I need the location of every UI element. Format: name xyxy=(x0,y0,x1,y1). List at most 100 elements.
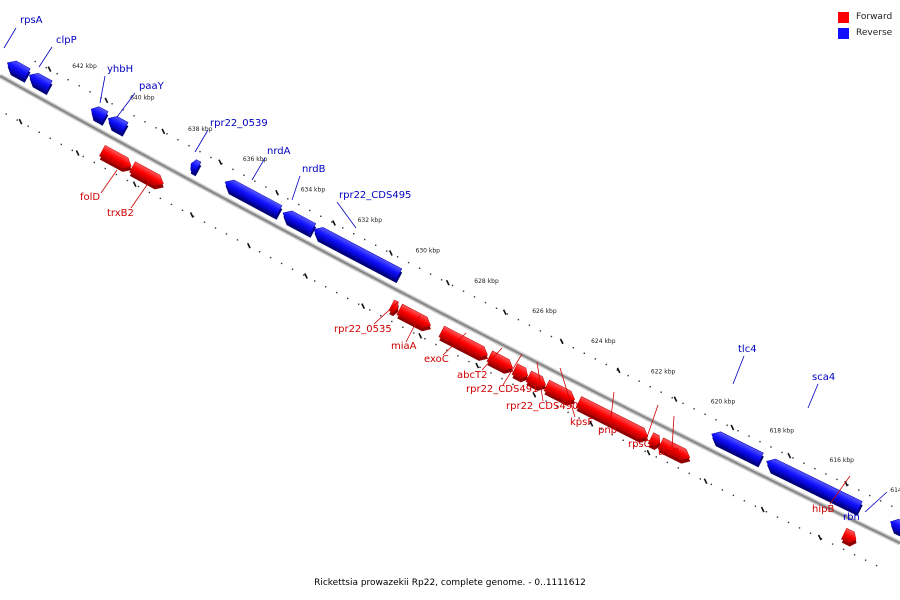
gene-label-miaA[interactable]: miaA xyxy=(391,341,417,352)
track-dot-lower xyxy=(798,527,801,529)
gene-pnp[interactable] xyxy=(575,396,653,446)
track-dot-upper xyxy=(737,430,739,432)
track-dot-upper xyxy=(517,318,520,321)
gene-label-truB[interactable]: truB xyxy=(658,447,679,458)
track-dot-lower xyxy=(49,137,51,139)
gene-label-hipB[interactable]: hipB xyxy=(812,504,834,515)
gene-arrow[interactable] xyxy=(99,144,134,171)
gene-arrow[interactable] xyxy=(280,208,317,235)
gene-abcT2[interactable] xyxy=(486,350,518,377)
major-tick-upper xyxy=(104,97,109,104)
major-tick-upper xyxy=(445,279,450,286)
track-dot-upper xyxy=(342,227,344,229)
gene-arrow[interactable] xyxy=(525,370,548,390)
gene-arrow[interactable] xyxy=(188,158,202,174)
gene-arrow[interactable] xyxy=(311,224,403,280)
track-dot-lower xyxy=(214,227,217,229)
gene-arrow[interactable] xyxy=(657,437,692,463)
gene-arrow[interactable] xyxy=(486,350,515,374)
legend-item-forward: Forward xyxy=(838,9,892,25)
leader-line-rpr22_0539 xyxy=(194,129,209,153)
track-dot-lower xyxy=(314,280,316,282)
gene-arrow[interactable] xyxy=(841,527,858,545)
backbone-shadow xyxy=(0,73,900,546)
gene-arrow[interactable] xyxy=(222,177,283,217)
gene-label-sca4[interactable]: sca4 xyxy=(812,372,835,383)
gene-yhbH[interactable] xyxy=(87,104,110,126)
gene-arrow[interactable] xyxy=(764,456,863,513)
track-dot-lower xyxy=(5,113,7,115)
track-dot-upper xyxy=(792,457,794,459)
track-dot-upper xyxy=(594,358,596,360)
gene-arrow[interactable] xyxy=(88,104,109,123)
gene-arrow[interactable] xyxy=(396,303,434,331)
gene-hipB[interactable] xyxy=(840,527,860,548)
gene-label-rpr22_0535[interactable]: rpr22_0535 xyxy=(334,324,392,335)
gene-label-yhbH[interactable]: yhbH xyxy=(107,64,133,75)
gene-label-rpsA[interactable]: rpsA xyxy=(20,15,43,26)
gene-paaY[interactable] xyxy=(104,113,130,137)
gene-nrdB[interactable] xyxy=(279,208,318,238)
gene-arrow[interactable] xyxy=(647,432,662,448)
gene-label-paaY[interactable]: paaY xyxy=(139,81,165,92)
gene-rpsO[interactable] xyxy=(647,432,665,452)
gene-label-kpsF[interactable]: kpsF xyxy=(570,417,593,428)
gene-label-folD[interactable]: folD xyxy=(80,192,100,203)
gene-sca4[interactable] xyxy=(763,456,864,516)
tick-label: 640 kbp xyxy=(130,95,155,102)
track-dot-upper xyxy=(627,374,629,377)
gene-truB[interactable] xyxy=(657,437,695,467)
gene-folD[interactable] xyxy=(98,144,136,175)
track-dot-upper xyxy=(847,484,849,486)
track-dot-lower xyxy=(600,428,602,430)
gene-label-exoC[interactable]: exoC xyxy=(424,354,449,365)
gene-arrow[interactable] xyxy=(575,396,650,443)
gene-clpP[interactable] xyxy=(25,70,54,95)
track-dot-lower xyxy=(104,167,106,170)
gene-arrow[interactable] xyxy=(26,70,53,92)
track-dot-lower xyxy=(336,291,338,294)
gene-rpsA[interactable] xyxy=(3,58,32,83)
track-dot-upper xyxy=(166,133,168,135)
gene-label-nrdA[interactable]: nrdA xyxy=(267,146,291,157)
gene-arrow[interactable] xyxy=(438,325,491,360)
gene-label-rpr22_CDS491[interactable]: rpr22_CDS491 xyxy=(466,384,538,395)
gene-exoC[interactable] xyxy=(437,325,492,364)
major-tick-lower xyxy=(646,449,651,456)
gene-label-tlc4[interactable]: tlc4 xyxy=(738,344,757,355)
track-dot-lower xyxy=(446,349,448,351)
gene-label-rpsO[interactable]: rpsO xyxy=(628,439,652,450)
gene-label-nrdB[interactable]: nrdB xyxy=(302,164,326,175)
gene-label-rpr22_CDS490[interactable]: rpr22_CDS490 xyxy=(506,401,578,412)
gene-arrow[interactable] xyxy=(129,161,167,189)
track-dot-lower xyxy=(159,197,162,200)
gene-arrow[interactable] xyxy=(709,429,764,465)
track-dot-upper xyxy=(869,494,871,497)
track-dot-upper xyxy=(660,391,662,393)
gene-label-trxB2[interactable]: trxB2 xyxy=(107,208,134,219)
gene-arrow[interactable] xyxy=(105,113,129,134)
gene-label-pnp[interactable]: pnp xyxy=(598,425,617,436)
gene-label-rpr22_CDS495[interactable]: rpr22_CDS495 xyxy=(339,190,411,201)
gene-label-clpP[interactable]: clpP xyxy=(56,35,77,46)
gene-arrow[interactable] xyxy=(4,58,31,80)
track-dot-lower xyxy=(148,191,151,194)
gene-rpr22_CDS495[interactable] xyxy=(310,224,404,284)
gene-tlc4[interactable] xyxy=(708,429,765,468)
gene-label-rbn[interactable]: rbn xyxy=(843,512,860,523)
tick-label: 624 kbp xyxy=(591,338,616,345)
track-dot-upper xyxy=(34,60,36,63)
gene-rpr22_CDS491[interactable] xyxy=(511,363,533,385)
track-dot-upper xyxy=(781,451,783,454)
gene-nrdA[interactable] xyxy=(221,177,284,220)
major-tick-upper xyxy=(275,189,280,196)
gene-label-rpr22_0539[interactable]: rpr22_0539 xyxy=(210,118,268,129)
gene-trxB2[interactable] xyxy=(128,161,168,193)
track-dot-upper xyxy=(386,250,388,252)
gene-rpr22_0539[interactable] xyxy=(187,158,203,177)
track-dot-upper xyxy=(243,174,245,176)
gene-arrow[interactable] xyxy=(511,363,530,381)
gene-miaA[interactable] xyxy=(395,303,435,334)
gene-label-abcT2[interactable]: abcT2 xyxy=(457,370,487,381)
